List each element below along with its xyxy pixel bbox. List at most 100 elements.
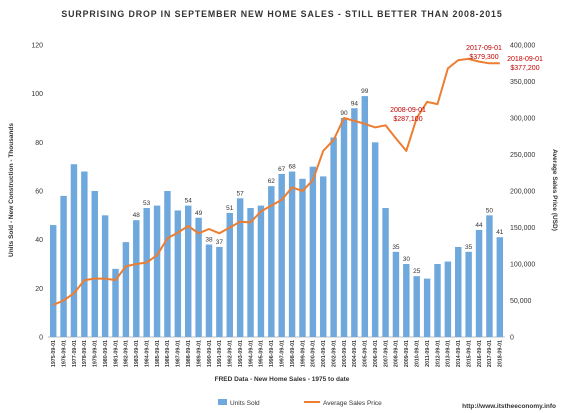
bar (70, 164, 78, 337)
x-tick-label: 1977-09-01 (72, 340, 78, 367)
x-tick-label: 2007-09-01 (383, 340, 389, 367)
y-axis-title-left: Units Sold - New Construction - Thousand… (8, 123, 15, 257)
x-tick-label: 1982-09-01 (124, 340, 130, 367)
bar-value-label: 67 (278, 166, 286, 173)
x-tick-label: 1981-09-01 (113, 340, 119, 367)
bar (122, 242, 130, 337)
bar (278, 173, 285, 337)
bar (392, 251, 400, 337)
x-tick-label: 1988-09-01 (186, 340, 192, 367)
bar (330, 137, 337, 337)
bar (299, 178, 306, 337)
x-tick-label: 1992-09-01 (228, 340, 234, 367)
x-tick-label: 1984-09-01 (144, 340, 150, 367)
bar-value-label: 99 (361, 88, 369, 95)
bar (403, 264, 410, 337)
legend-label-price: Average Sales Price (323, 400, 382, 407)
x-tick-label: 1989-09-01 (196, 340, 202, 367)
x-tick-label: 1980-09-01 (103, 340, 109, 367)
x-tick-label: 2002-09-01 (331, 340, 337, 367)
x-tick-label: 2000-09-01 (311, 340, 317, 367)
bar (257, 205, 265, 337)
bar-value-label: 41 (496, 229, 504, 236)
bar (320, 176, 327, 337)
y-tick-left: 60 (35, 189, 43, 196)
price-annotation-date: 2017-09-01 (466, 45, 502, 52)
x-tick-label: 1986-09-01 (165, 340, 171, 367)
x-tick-label: 1978-09-01 (82, 340, 88, 367)
x-tick-label: 2009-09-01 (404, 340, 410, 367)
y-tick-right: 400,000 (510, 43, 535, 50)
x-tick-label: 2016-09-01 (477, 340, 483, 367)
y-tick-right: 50,000 (510, 298, 532, 305)
bar (423, 278, 431, 337)
price-annotation-date: 2008-09-01 (390, 107, 426, 114)
bar-value-label: 53 (143, 200, 151, 207)
x-tick-label: 2017-09-01 (487, 340, 493, 367)
x-tick-label: 2010-09-01 (415, 340, 421, 367)
bar (247, 208, 254, 337)
y-tick-left: 40 (35, 237, 43, 244)
x-axis-title: FRED Data - New Home Sales - 1975 to dat… (215, 376, 350, 383)
x-tick-label: 1975-09-01 (51, 340, 57, 367)
bar-value-label: 44 (475, 222, 483, 229)
bar (309, 166, 317, 337)
y-tick-left: 100 (31, 91, 43, 98)
axes-group: 0 20 40 60 80 100 120 0 50,000 100,000 150,000 200,… (31, 43, 535, 368)
bar (496, 237, 504, 337)
bar (486, 215, 493, 337)
bar (143, 208, 150, 337)
bar (174, 210, 182, 337)
bar-value-label: 49 (195, 210, 203, 217)
bar (184, 205, 192, 337)
bar-value-label: 62 (268, 178, 276, 185)
bar-value-label: 68 (288, 164, 296, 171)
x-tick-label: 2003-09-01 (342, 340, 348, 367)
x-tick-label: 2012-09-01 (435, 340, 441, 367)
bar (195, 217, 202, 337)
line-group (52, 57, 500, 306)
bar-value-label: 50 (486, 207, 494, 214)
bar (49, 225, 57, 337)
bar-value-label: 37 (216, 239, 224, 246)
y-tick-right: 250,000 (510, 152, 535, 159)
x-tick-label: 1979-09-01 (93, 340, 99, 367)
price-annotation-value: $379,300 (469, 54, 498, 61)
chart-title: SURPRISING DROP IN SEPTEMBER NEW HOME SA… (61, 9, 502, 19)
bar-value-label: 38 (205, 237, 213, 244)
y-axis-title-right: Average Sales Price (USD) (551, 149, 558, 231)
y-tick-right: 200,000 (510, 189, 535, 196)
x-tick-label: 2001-09-01 (321, 340, 327, 367)
bar (455, 246, 462, 337)
y-tick-right: 300,000 (510, 116, 535, 123)
bar-value-label: 54 (185, 198, 193, 205)
y-tick-right: 100,000 (510, 262, 535, 269)
bar (382, 208, 389, 337)
x-tick-label: 2013-09-01 (446, 340, 452, 367)
bar-value-label: 48 (133, 212, 141, 219)
bar (361, 96, 369, 337)
x-tick-label: 2006-09-01 (373, 340, 379, 367)
x-tick-label: 1991-09-01 (217, 340, 223, 367)
x-tick-label: 2005-09-01 (363, 340, 369, 367)
x-tick-label: 1996-09-01 (269, 340, 275, 367)
bar-value-label: 90 (340, 110, 348, 117)
x-tick-label: 1998-09-01 (290, 340, 296, 367)
bar (205, 244, 213, 337)
x-tick-label: 2015-09-01 (466, 340, 472, 367)
bar (444, 261, 452, 337)
bar (371, 142, 379, 337)
x-tick-label: 2018-09-01 (498, 340, 504, 367)
bar (133, 220, 140, 337)
y-tick-left: 120 (31, 43, 43, 50)
bar (475, 229, 483, 337)
bar (164, 191, 171, 337)
bar (434, 264, 441, 337)
bar-value-label: 35 (465, 244, 473, 251)
bar-value-label: 57 (237, 190, 245, 197)
x-tick-label: 1990-09-01 (207, 340, 213, 367)
bar (216, 246, 223, 337)
x-tick-label: 1987-09-01 (176, 340, 182, 367)
